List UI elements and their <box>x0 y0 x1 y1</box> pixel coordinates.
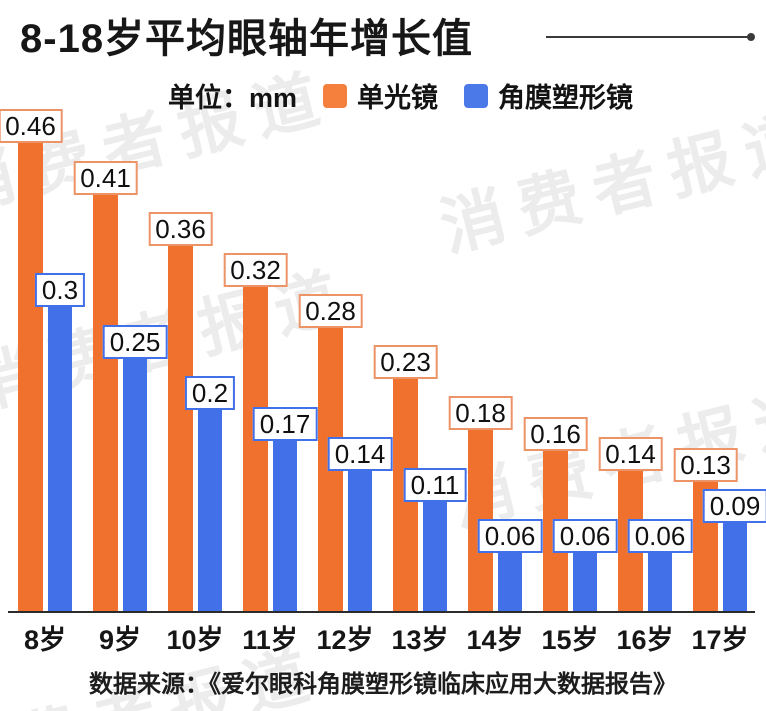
x-axis-label-9岁: 9岁 <box>98 625 142 655</box>
bar-value-label-单光镜-9岁: 0.41 <box>73 161 138 195</box>
x-axis-label-8岁: 8岁 <box>23 625 67 655</box>
bar-value-label-单光镜-16岁: 0.14 <box>598 437 663 471</box>
bar-value-label-单光镜-10岁: 0.36 <box>148 212 213 246</box>
bar-value-label-角膜塑形镜-10岁: 0.2 <box>184 376 236 410</box>
bar-value-label-单光镜-17岁: 0.13 <box>673 448 738 482</box>
bar-角膜塑形镜-16岁 <box>648 551 672 613</box>
bar-角膜塑形镜-17岁 <box>723 521 747 613</box>
x-axis-label-16岁: 16岁 <box>616 625 674 655</box>
bar-角膜塑形镜-11岁 <box>273 439 297 613</box>
legend-label-single-vision: 单光镜 <box>357 83 439 113</box>
x-axis-label-12岁: 12岁 <box>316 625 374 655</box>
x-axis-label-11岁: 11岁 <box>242 625 298 655</box>
legend-label-ortho-k: 角膜塑形镜 <box>498 83 634 113</box>
bar-单光镜-9岁 <box>93 193 118 613</box>
bar-value-label-单光镜-11岁: 0.32 <box>223 253 288 287</box>
bar-value-label-角膜塑形镜-14岁: 0.06 <box>477 519 543 553</box>
title-decorative-line <box>546 33 755 41</box>
bar-value-label-角膜塑形镜-11岁: 0.17 <box>252 407 318 441</box>
bar-角膜塑形镜-12岁 <box>348 469 372 613</box>
bar-角膜塑形镜-14岁 <box>498 551 522 613</box>
bar-角膜塑形镜-8岁 <box>48 305 72 613</box>
title-line-end-dot-icon <box>747 33 755 41</box>
x-axis-label-13岁: 13岁 <box>391 625 449 655</box>
bar-角膜塑形镜-15岁 <box>573 551 597 613</box>
bar-value-label-角膜塑形镜-16岁: 0.06 <box>627 519 693 553</box>
unit-label: 单位：mm <box>168 83 298 113</box>
bar-角膜塑形镜-10岁 <box>198 408 222 613</box>
bar-角膜塑形镜-9岁 <box>123 357 147 613</box>
x-axis-label-17岁: 17岁 <box>691 625 749 655</box>
bar-value-label-角膜塑形镜-8岁: 0.3 <box>34 273 86 307</box>
bar-value-label-单光镜-15岁: 0.16 <box>523 417 588 451</box>
bar-value-label-单光镜-13岁: 0.23 <box>373 345 438 379</box>
bar-value-label-角膜塑形镜-12岁: 0.14 <box>327 437 393 471</box>
bar-value-label-单光镜-8岁: 0.46 <box>0 109 63 143</box>
x-axis-label-14岁: 14岁 <box>466 625 524 655</box>
chart-legend: 单位：mm 单光镜 角膜塑形镜 <box>168 76 633 115</box>
chart-title: 8-18岁平均眼轴年增长值 <box>20 17 474 61</box>
x-axis-line <box>8 611 755 613</box>
bar-value-label-角膜塑形镜-9岁: 0.25 <box>102 325 168 359</box>
x-axis-label-10岁: 10岁 <box>166 625 224 655</box>
bar-单光镜-11岁 <box>243 285 268 613</box>
bar-value-label-单光镜-14岁: 0.18 <box>448 396 513 430</box>
legend-swatch-ortho-k <box>464 83 489 108</box>
bar-value-label-角膜塑形镜-13岁: 0.11 <box>403 468 467 502</box>
bar-value-label-单光镜-12岁: 0.28 <box>298 294 363 328</box>
bar-value-label-角膜塑形镜-15岁: 0.06 <box>552 519 618 553</box>
bar-value-label-角膜塑形镜-17岁: 0.09 <box>702 489 766 523</box>
bar-单光镜-8岁 <box>18 141 43 613</box>
legend-swatch-single-vision <box>323 83 348 108</box>
bar-角膜塑形镜-13岁 <box>423 500 447 613</box>
data-source-note: 数据来源：《爱尔眼科角膜塑形镜临床应用大数据报告》 <box>89 671 677 698</box>
x-axis-label-15岁: 15岁 <box>541 625 599 655</box>
bar-单光镜-10岁 <box>168 244 193 613</box>
